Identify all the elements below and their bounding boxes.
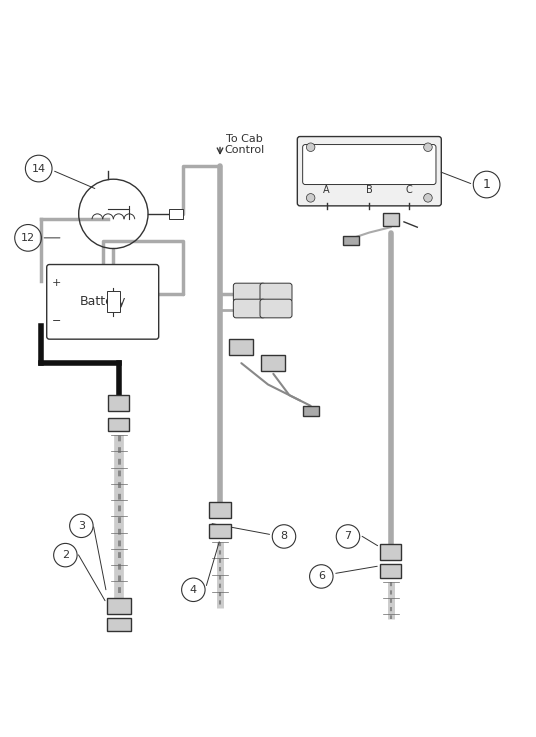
Text: C: C [406,185,413,195]
Text: 14: 14 [32,164,46,173]
FancyBboxPatch shape [233,299,265,318]
FancyBboxPatch shape [260,283,292,302]
Circle shape [423,194,432,202]
Text: −: − [52,316,62,326]
Circle shape [423,143,432,152]
Circle shape [307,194,315,202]
FancyBboxPatch shape [380,565,401,578]
FancyBboxPatch shape [343,236,359,245]
FancyBboxPatch shape [107,618,131,631]
FancyBboxPatch shape [107,291,120,312]
FancyBboxPatch shape [229,339,254,355]
Text: To Cab
Control: To Cab Control [224,133,264,156]
FancyBboxPatch shape [383,212,399,226]
Text: A: A [323,185,330,195]
Text: 4: 4 [190,584,197,595]
Text: 12: 12 [21,233,35,243]
FancyBboxPatch shape [260,299,292,318]
FancyBboxPatch shape [380,545,401,560]
Text: 7: 7 [345,531,352,542]
FancyBboxPatch shape [108,418,129,431]
FancyBboxPatch shape [233,283,265,302]
Text: +: + [52,278,62,288]
Text: 6: 6 [318,571,325,581]
FancyBboxPatch shape [47,265,159,339]
FancyBboxPatch shape [303,144,436,184]
Text: Battery: Battery [79,296,126,308]
FancyBboxPatch shape [262,355,285,371]
FancyBboxPatch shape [169,209,183,219]
Circle shape [307,143,315,152]
FancyBboxPatch shape [108,395,129,411]
Text: 1: 1 [483,178,490,191]
FancyBboxPatch shape [210,502,230,518]
FancyBboxPatch shape [210,525,230,538]
FancyBboxPatch shape [297,136,441,206]
Text: 8: 8 [280,531,287,542]
Text: B: B [366,185,373,195]
Text: 2: 2 [62,550,69,560]
Text: 3: 3 [78,521,85,531]
FancyBboxPatch shape [303,406,319,416]
FancyBboxPatch shape [107,598,131,614]
